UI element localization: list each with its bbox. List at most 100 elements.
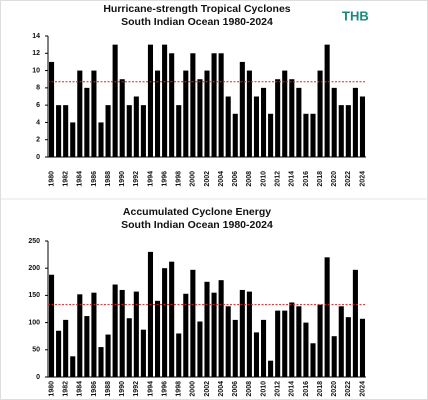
bar [63,319,69,377]
bar [126,318,132,377]
bar [268,113,274,157]
y-tick-label: 2 [36,137,40,144]
x-tick-label: 1984 [77,381,84,397]
bar [98,347,104,377]
x-tick-label: 1990 [119,381,126,397]
x-tick-label: 2016 [303,381,310,397]
bar [324,44,330,158]
bar [105,334,111,377]
y-tick-label: 150 [28,292,40,299]
x-tick-label: 2024 [359,171,366,187]
bar [154,70,161,157]
bar [359,96,366,157]
x-tick-label: 2010 [260,171,267,187]
bar [197,321,203,377]
bar [183,293,189,377]
bar [331,336,337,377]
bar [338,306,344,377]
x-tick-label: 1990 [119,171,126,187]
bar [133,291,139,377]
bar [275,79,281,157]
x-tick-label: 1992 [133,171,140,187]
bar [253,96,260,157]
x-tick-label: 2002 [204,381,211,397]
y-tick-label: 8 [36,85,40,92]
x-tick-label: 1998 [176,171,183,187]
bar [190,269,196,377]
bar [345,105,351,157]
x-tick-label: 1988 [105,171,112,187]
x-tick-label: 1980 [48,381,55,397]
bar [289,302,295,377]
bar [352,269,358,377]
bar [310,343,316,377]
x-tick-label: 2018 [317,171,324,187]
logo: THB [342,8,369,23]
x-tick-label: 1992 [133,381,140,397]
x-tick-label: 2008 [246,381,253,397]
bar [260,87,267,157]
bar [154,300,161,377]
x-tick-label: 2014 [289,381,296,397]
bar [246,291,252,377]
bar [112,284,118,377]
bar [289,79,295,157]
bar [296,87,302,157]
bar [282,70,288,157]
bar [91,70,97,157]
x-tick-label: 1986 [91,381,98,397]
x-tick-label: 1994 [147,381,154,397]
bar [98,122,104,157]
bar [176,333,182,377]
bar [324,257,330,377]
bar [190,53,196,157]
bar [268,360,274,377]
bar [162,44,168,158]
bar [345,317,351,377]
bar [296,306,302,377]
x-tick-label: 1996 [161,381,168,397]
x-tick-label: 1988 [105,381,112,397]
bar [105,105,111,157]
y-tick-label: 10 [32,67,40,74]
bar [317,70,323,157]
bar [225,96,231,157]
x-tick-label: 1980 [48,171,55,187]
x-tick-label: 1984 [77,171,84,187]
bar [140,105,146,157]
x-tick-label: 1996 [161,171,168,187]
y-tick-label: 14 [32,33,40,40]
x-tick-label: 2014 [289,171,296,187]
bar [70,356,76,377]
bar [197,79,203,157]
bar [169,53,175,157]
bar [359,318,366,377]
bar [140,329,146,377]
bar [310,113,316,157]
x-tick-label: 2022 [345,171,352,187]
chart-title: Hurricane-strength Tropical Cyclones [103,3,290,15]
y-tick-label: 0 [36,374,40,381]
bar [84,87,90,157]
bar [338,105,344,157]
x-tick-label: 2010 [260,381,267,397]
bar [218,280,224,377]
bar [239,289,245,377]
x-tick-label: 2000 [190,171,197,187]
bar [84,316,90,377]
bar [352,87,358,157]
y-tick-label: 100 [28,319,40,326]
bar [204,70,210,157]
bar [91,292,97,377]
x-tick-label: 2002 [204,171,211,187]
x-tick-label: 2016 [303,171,310,187]
x-tick-label: 2018 [317,381,324,397]
chart-subtitle: South Indian Ocean 1980-2024 [121,219,273,231]
bar [77,70,83,157]
x-tick-label: 2020 [331,171,338,187]
chart-subtitle: South Indian Ocean 1980-2024 [121,16,273,28]
x-tick-label: 2024 [359,381,366,397]
bar [56,105,62,157]
x-tick-label: 2020 [331,381,338,397]
